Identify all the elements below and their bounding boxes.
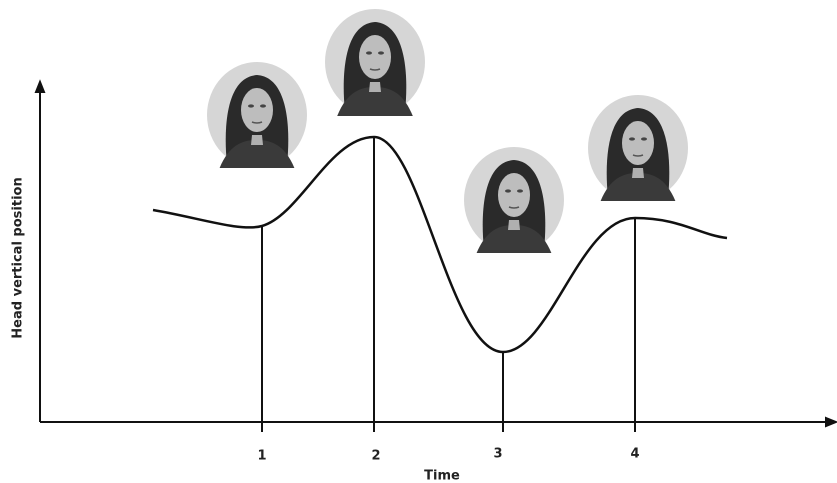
y-axis-label: Head vertical position [11, 177, 26, 338]
face-photo [588, 95, 688, 201]
x-axis-arrow [825, 416, 837, 428]
y-axis-arrow [34, 79, 46, 93]
time-label: 4 [630, 447, 639, 462]
face-photo [325, 8, 425, 116]
face-photo [207, 62, 307, 168]
face-photo [464, 147, 564, 253]
axes [34, 79, 837, 428]
time-markers [261, 137, 636, 432]
time-label: 3 [493, 447, 502, 462]
x-axis-label: Time [424, 469, 460, 483]
time-label: 1 [257, 449, 266, 464]
time-label: 2 [371, 449, 380, 464]
